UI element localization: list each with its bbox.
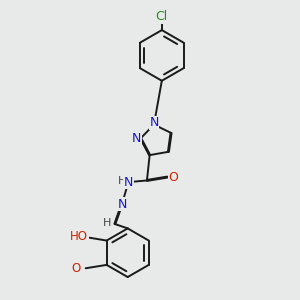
- Text: O: O: [168, 171, 178, 184]
- Text: N: N: [124, 176, 133, 189]
- Text: N: N: [132, 132, 141, 145]
- Text: Cl: Cl: [156, 10, 168, 23]
- Text: O: O: [71, 262, 80, 275]
- Text: H: H: [103, 218, 112, 228]
- Text: N: N: [149, 116, 159, 129]
- Text: N: N: [118, 198, 127, 211]
- Text: HO: HO: [70, 230, 88, 243]
- Text: H: H: [118, 176, 127, 186]
